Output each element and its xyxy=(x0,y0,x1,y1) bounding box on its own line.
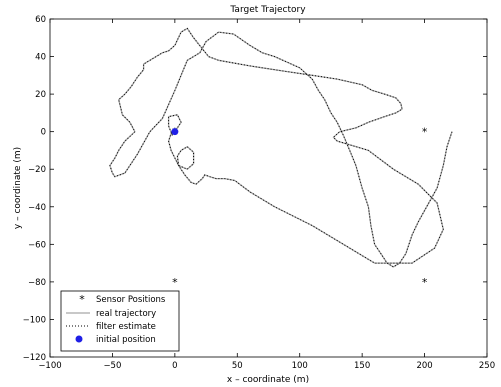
x-tick-label: 150 xyxy=(354,361,370,371)
legend-label-real: real trajectory xyxy=(96,309,156,319)
legend-label-initial: initial position xyxy=(96,335,156,345)
x-tick-label: 100 xyxy=(292,361,308,371)
y-tick-label: −80 xyxy=(28,278,46,288)
y-tick-label: 20 xyxy=(35,90,46,100)
x-axis-label: x – coordinate (m) xyxy=(227,375,309,385)
y-tick-label: 60 xyxy=(35,15,46,25)
sensor-position-marker: * xyxy=(172,276,178,289)
x-tick-label: −50 xyxy=(103,361,121,371)
plot-layer: **** xyxy=(109,27,453,289)
x-tick-label: 0 xyxy=(172,361,177,371)
x-tick-label: −100 xyxy=(38,361,61,371)
legend-marker-sensor: * xyxy=(79,293,85,306)
y-tick-label: −100 xyxy=(23,315,46,325)
y-tick-label: −40 xyxy=(28,203,46,213)
filter-estimate-line xyxy=(109,27,453,268)
legend-label-filter: filter estimate xyxy=(96,322,156,332)
y-axis: −120 −100 −80 −60 −40 −20 0 20 40 60 xyxy=(23,15,487,363)
y-axis-label: y – coordinate (m) xyxy=(13,147,23,229)
initial-position-marker xyxy=(171,128,179,136)
sensor-position-marker: * xyxy=(422,126,428,139)
x-tick-label: 200 xyxy=(416,361,432,371)
legend-marker-initial xyxy=(75,335,83,343)
y-tick-label: −120 xyxy=(23,353,46,363)
x-tick-label: 50 xyxy=(232,361,243,371)
y-tick-label: 0 xyxy=(41,128,46,138)
sensor-position-marker: * xyxy=(422,276,428,289)
x-axis: −100 −50 0 50 100 150 200 250 xyxy=(38,19,495,371)
x-tick-label: 250 xyxy=(479,361,495,371)
y-tick-label: 40 xyxy=(35,53,46,63)
legend: * Sensor Positions real trajectory filte… xyxy=(60,290,180,352)
chart-title: Target Trajectory xyxy=(229,5,306,15)
y-tick-label: −60 xyxy=(28,240,46,250)
y-tick-label: −20 xyxy=(28,165,46,175)
legend-label-sensor: Sensor Positions xyxy=(96,295,166,305)
